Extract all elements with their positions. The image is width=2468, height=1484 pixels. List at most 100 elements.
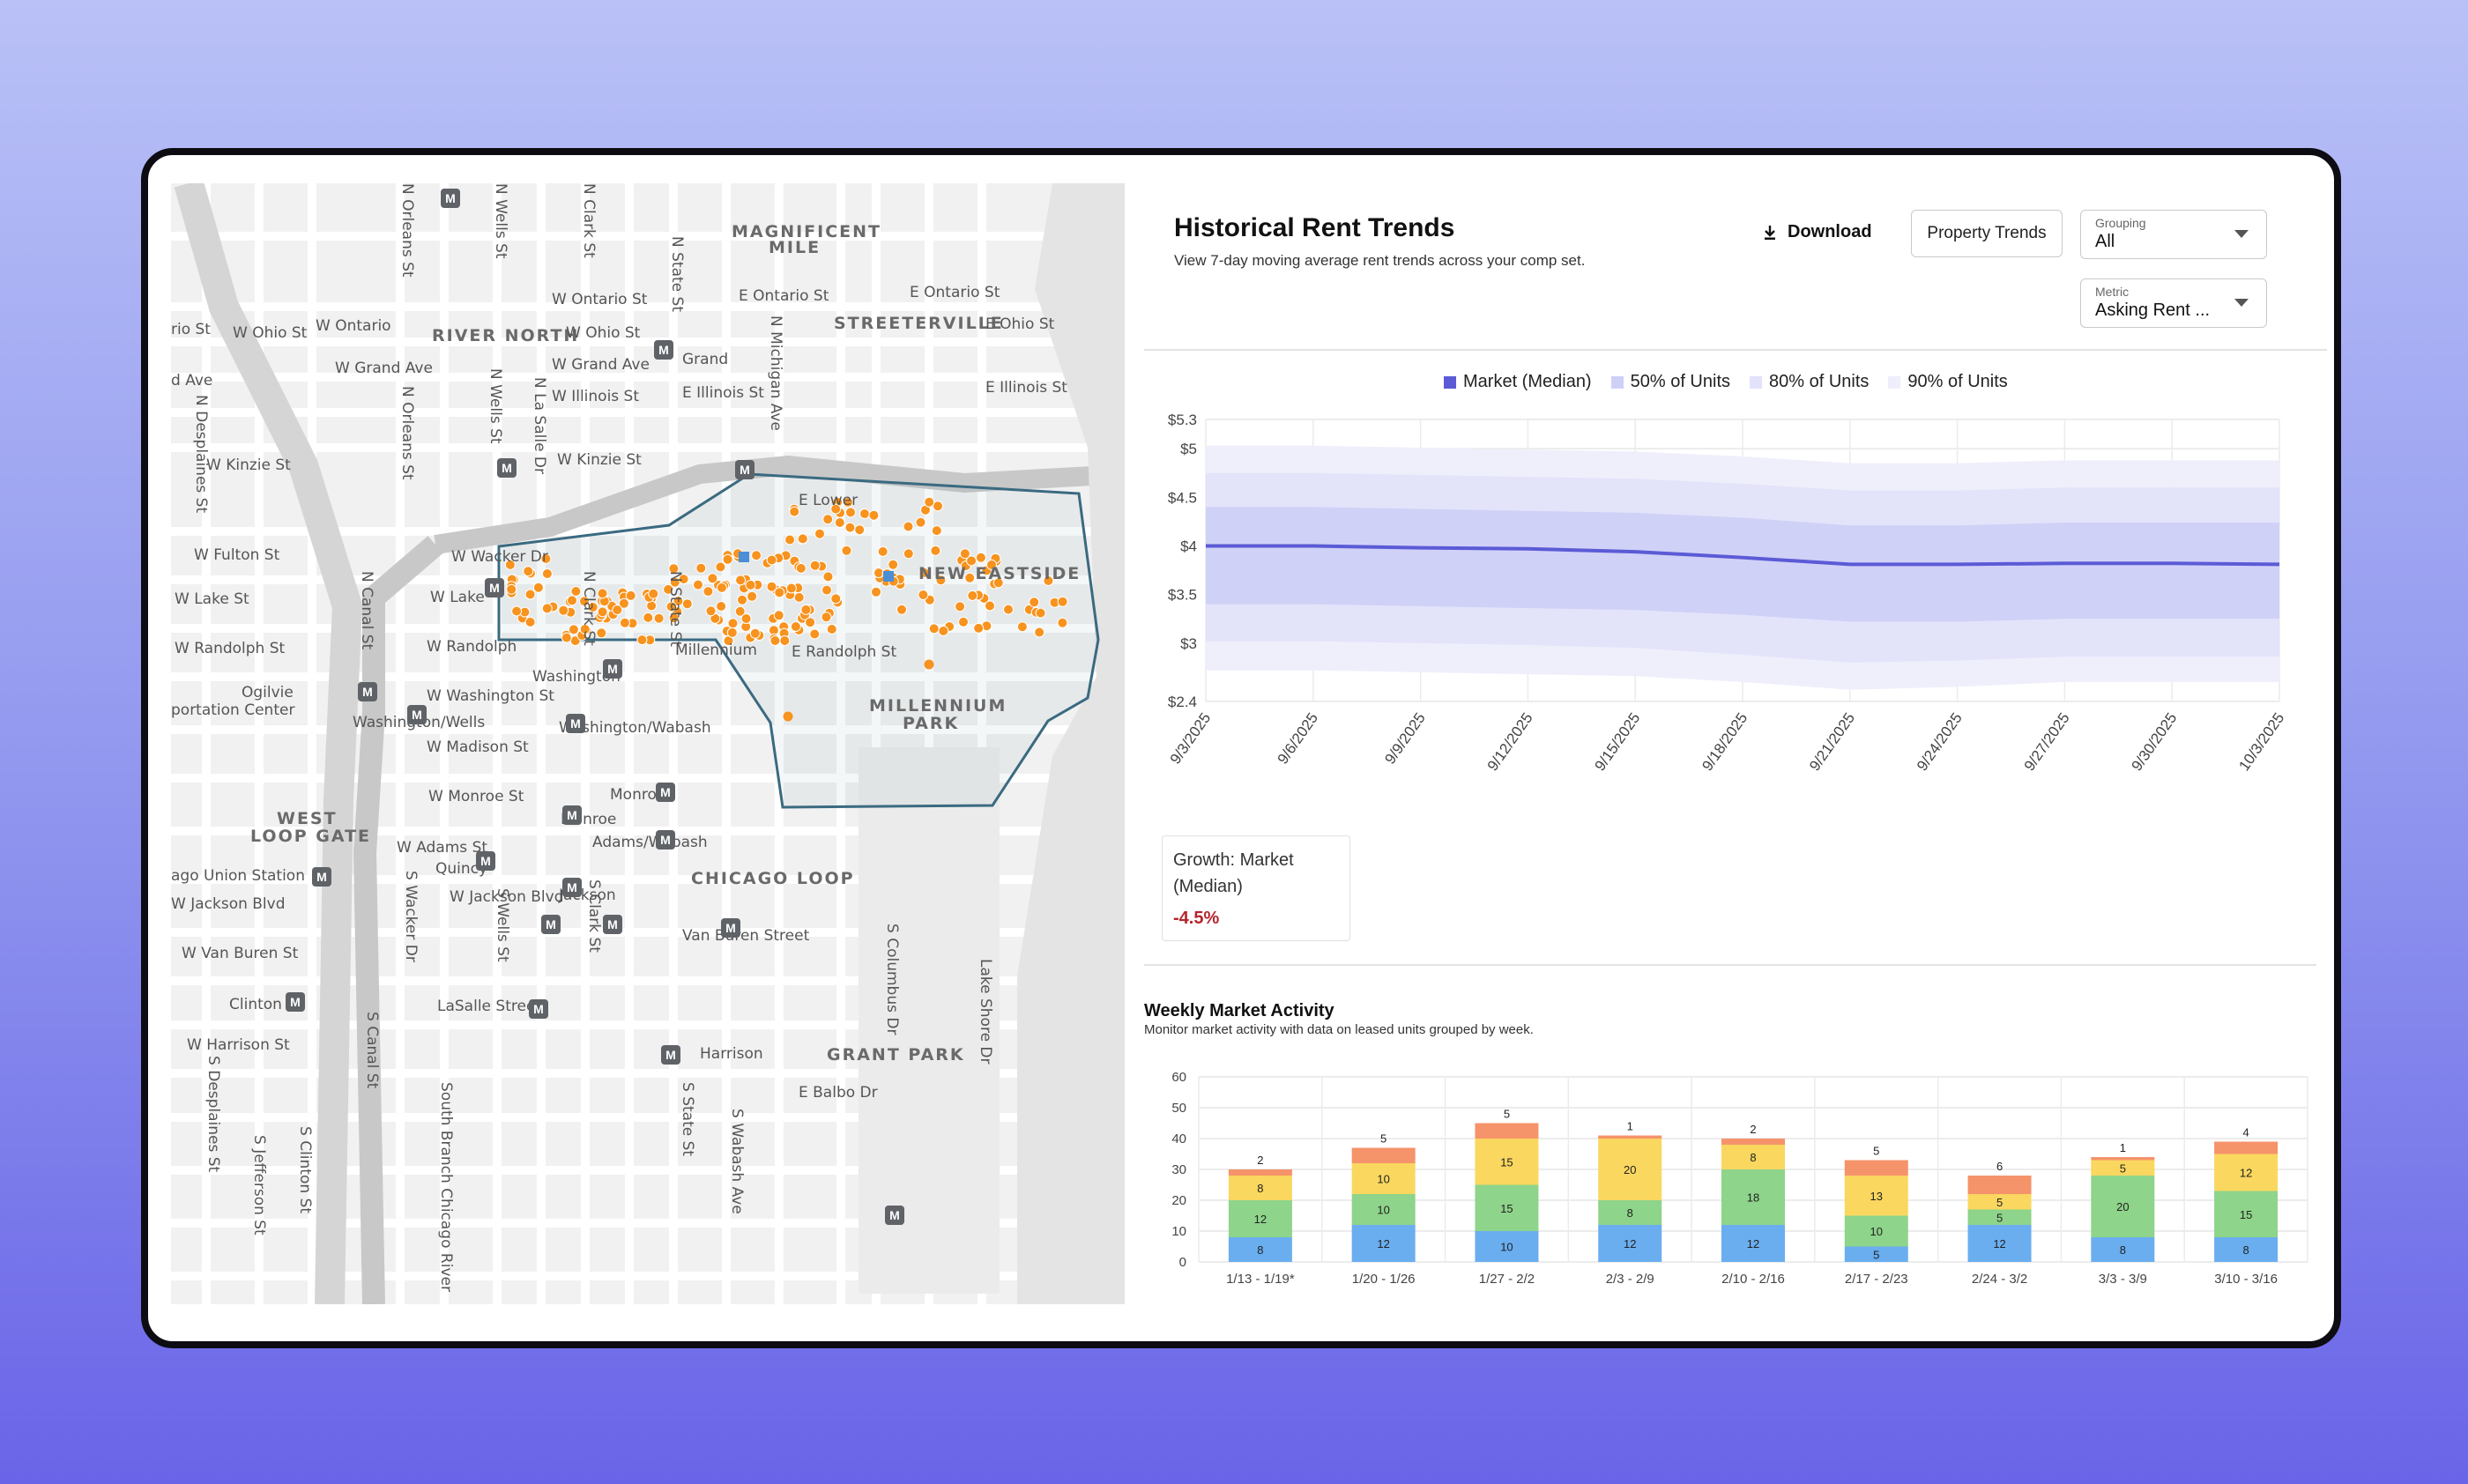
metric-select[interactable]: Metric Asking Rent ... <box>2080 278 2267 328</box>
x-tick-label: 9/3/2025 <box>1167 709 1215 767</box>
bar-segment <box>1844 1176 1908 1216</box>
bar-segment-label: 12 <box>2240 1167 2252 1180</box>
property-marker <box>924 659 934 670</box>
property-marker <box>668 612 680 624</box>
property-marker <box>707 573 718 584</box>
bar-segment <box>1228 1176 1292 1200</box>
property-marker <box>888 559 899 570</box>
bar-segment <box>2214 1141 2278 1154</box>
bar-segment-label: 8 <box>2120 1243 2126 1257</box>
bar-segment <box>1475 1139 1539 1185</box>
property-marker <box>766 581 777 592</box>
map-street-label: N La Salle Dr <box>531 377 548 475</box>
bar-x-tick-label: 3/10 - 3/16 <box>2214 1272 2278 1287</box>
property-trends-button[interactable]: Property Trends <box>1911 210 2063 257</box>
bar-segment <box>1351 1163 1416 1194</box>
bar-segment <box>2091 1157 2155 1161</box>
bar-segment <box>1967 1225 2032 1262</box>
metro-station-icon: M <box>721 918 740 938</box>
map-label: W Monroe St <box>428 788 524 805</box>
metro-station-icon: M <box>407 705 427 724</box>
property-marker <box>702 586 714 597</box>
property-marker <box>625 590 636 601</box>
bar-segment <box>1844 1160 1908 1176</box>
property-marker <box>834 517 845 528</box>
x-tick-label: 9/9/2025 <box>1381 709 1429 767</box>
y-tick-label: $3.5 <box>1168 587 1197 604</box>
property-marker <box>918 567 930 578</box>
metro-station-icon: M <box>735 460 755 479</box>
property-marker <box>844 522 856 533</box>
bar-segment <box>1967 1194 2032 1210</box>
metro-station-icon: M <box>497 458 517 478</box>
map-label: STREETERVILLE <box>834 314 1004 333</box>
property-marker <box>826 624 837 634</box>
map-street-label: N Clark St <box>580 571 598 646</box>
legend-item-50[interactable]: 50% of Units <box>1610 372 1730 392</box>
property-marker <box>1035 607 1046 619</box>
property-marker <box>587 602 598 612</box>
map-label: Monroe <box>610 786 666 804</box>
property-marker <box>783 711 793 722</box>
bar-top-label: 2 <box>1257 1154 1263 1167</box>
legend-item-median[interactable]: Market (Median) <box>1444 372 1592 392</box>
map-label: W Lake <box>430 589 485 606</box>
property-marker <box>793 591 805 603</box>
metro-station-icon: M <box>566 714 585 733</box>
property-marker <box>821 612 832 623</box>
legend-swatch <box>1610 375 1624 389</box>
map-label: E Ohio St <box>985 315 1055 333</box>
map-street-label: S Wacker Dr <box>402 871 420 962</box>
property-marker <box>785 582 797 594</box>
bar-y-tick-label: 60 <box>1171 1072 1186 1085</box>
map-label: W Illinois St <box>552 388 640 405</box>
weekly-title: Weekly Market Activity <box>1144 1001 1334 1020</box>
bar-segment-label: 10 <box>1500 1241 1513 1254</box>
map-lake <box>1017 183 1125 1304</box>
legend-item-80[interactable]: 80% of Units <box>1750 372 1869 392</box>
property-marker <box>766 554 777 566</box>
map-label: W Fulton St <box>194 546 280 564</box>
property-marker <box>868 509 880 521</box>
map-label: Millennium <box>675 642 757 659</box>
property-marker <box>715 561 726 573</box>
bar-top-label: 6 <box>1996 1160 2003 1173</box>
property-marker <box>779 635 791 646</box>
map-view[interactable]: MAGNIFICENT MILE RIVER NORTH STREETERVILLE N… <box>171 183 1125 1304</box>
grouping-select[interactable]: Grouping All <box>2080 210 2267 259</box>
property-marker <box>964 572 976 583</box>
section-divider <box>1144 964 2316 966</box>
property-marker <box>524 589 536 600</box>
metro-station-icon: M <box>603 659 622 679</box>
bar-segment <box>2091 1237 2155 1262</box>
bar-segment <box>1228 1169 1292 1176</box>
property-marker <box>903 521 914 532</box>
x-tick-label: 9/6/2025 <box>1275 709 1322 767</box>
metro-station-icon: M <box>441 189 460 208</box>
map-street-label: N Clark St <box>580 183 598 258</box>
property-marker <box>924 496 935 508</box>
header-divider <box>1144 349 2327 351</box>
map-label: W Wacker Dr <box>451 548 548 566</box>
bar-segment-label: 5 <box>1996 1196 2003 1209</box>
bar-x-tick-label: 1/20 - 1/26 <box>1352 1272 1416 1287</box>
map-street-label: S Columbus Dr <box>883 924 901 1035</box>
bar-segment-label: 8 <box>2242 1243 2249 1257</box>
property-marker <box>822 514 834 525</box>
metro-station-icon: M <box>654 340 673 360</box>
property-marker <box>618 597 629 609</box>
bar-segment <box>2091 1160 2155 1176</box>
bar-top-label: 4 <box>2242 1126 2249 1139</box>
legend-item-90[interactable]: 90% of Units <box>1888 372 2008 392</box>
legend-swatch <box>1444 375 1456 389</box>
download-button[interactable]: Download <box>1763 222 1872 242</box>
property-marker <box>967 590 978 601</box>
map-street-label: South Branch Chicago River <box>437 1082 455 1292</box>
property-marker <box>973 622 985 634</box>
property-marker <box>612 605 623 616</box>
map-street-label: N Desplaines St <box>192 395 210 514</box>
y-tick-label: $2.4 <box>1168 694 1197 710</box>
bar-segment-label: 18 <box>1747 1191 1759 1205</box>
map-street-label: S Wabash Ave <box>728 1109 746 1214</box>
